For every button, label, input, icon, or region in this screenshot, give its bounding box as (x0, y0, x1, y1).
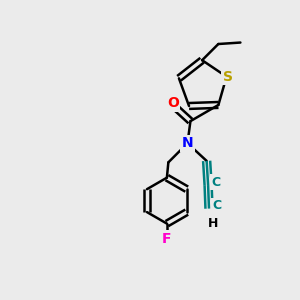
Text: N: N (182, 136, 193, 150)
Text: C: C (213, 199, 222, 212)
Text: H: H (208, 217, 219, 230)
Text: C: C (212, 176, 221, 189)
Text: F: F (162, 232, 172, 246)
Text: O: O (167, 97, 179, 110)
Text: S: S (223, 70, 233, 84)
